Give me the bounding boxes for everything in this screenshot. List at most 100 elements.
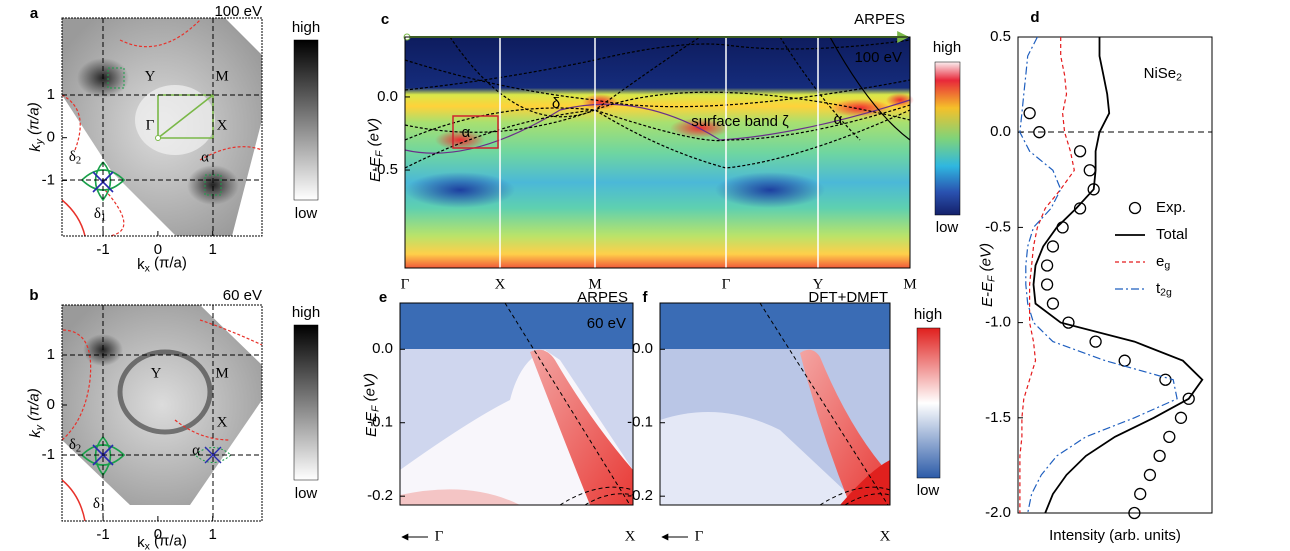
legend-marker xyxy=(1128,201,1142,215)
data-line xyxy=(1032,37,1204,514)
y-axis-label: ky (π/a) xyxy=(25,102,45,151)
data-point xyxy=(1046,240,1060,253)
x-axis-label-part: k xyxy=(137,256,145,273)
x-tick-label: 1 xyxy=(209,526,217,543)
y-axis-label: E-EF (eV) xyxy=(977,243,997,307)
point-label: Y xyxy=(145,68,156,84)
x-category-label: Γ xyxy=(401,276,410,292)
x-category-label: X xyxy=(495,276,506,292)
point-label-part: δ xyxy=(69,437,76,453)
legend-label-part: g xyxy=(1164,259,1170,271)
data-point xyxy=(1174,411,1188,424)
x-category-label: Γ xyxy=(695,528,704,544)
legend-label-part: 2g xyxy=(1160,286,1172,298)
point-label: M xyxy=(215,68,228,84)
y-axis-label-part: F xyxy=(369,405,381,412)
y-tick-label: -0.1 xyxy=(627,414,653,431)
y-axis-label: E-EF (eV) xyxy=(361,373,381,437)
panel-title: DFT+DMFT xyxy=(808,289,888,306)
x-axis-label-part: (π/a) xyxy=(150,532,187,549)
band-label: α xyxy=(834,111,843,128)
y-axis-label-part: F xyxy=(373,150,385,157)
colorbar-c xyxy=(934,61,961,216)
x-axis-label: kx (π/a) xyxy=(137,532,187,551)
annotation: 100 eV xyxy=(214,3,262,20)
colorbar-label: low xyxy=(917,482,940,499)
legend-label: eg xyxy=(1156,253,1170,271)
y-axis-label-part: k xyxy=(27,429,44,438)
point-label: M xyxy=(215,365,228,381)
panel-letter: e xyxy=(379,289,387,306)
point-label-part: δ xyxy=(69,149,76,165)
annotation: 60 eV xyxy=(587,315,626,332)
y-axis-label-part: (eV) xyxy=(977,243,994,276)
colorbar-label: high xyxy=(914,306,942,323)
map-image-b xyxy=(61,304,263,522)
panel-letter: a xyxy=(30,5,39,22)
x-axis-label: kx (π/a) xyxy=(137,254,187,274)
point-label: X xyxy=(217,414,228,430)
band-image-c xyxy=(403,31,914,269)
y-tick-label: 0 xyxy=(47,129,55,146)
legend-label-part: t xyxy=(1156,280,1161,297)
data-point xyxy=(1033,126,1046,139)
y-tick-label: 0 xyxy=(47,396,55,413)
y-axis-label-part: (eV) xyxy=(365,118,382,151)
point-label: α xyxy=(192,442,200,458)
panel-letter: f xyxy=(643,289,649,306)
data-point xyxy=(1073,145,1087,158)
panel-letter: d xyxy=(1030,9,1039,26)
y-tick-label: -0.5 xyxy=(372,161,398,178)
data-point xyxy=(1153,449,1166,463)
y-axis-label: E-EF (eV) xyxy=(365,118,385,182)
x-axis-label-part: (π/a) xyxy=(150,254,187,271)
data-point xyxy=(1134,487,1147,501)
x-tick-label: -1 xyxy=(96,241,109,258)
y-tick-label: -2.0 xyxy=(985,504,1011,521)
y-axis-label-part: y xyxy=(33,424,45,431)
y-axis-label-part: (eV) xyxy=(361,373,378,406)
annotation-part: NiSe xyxy=(1144,65,1177,82)
data-point xyxy=(1040,278,1054,291)
x-category-label: Γ xyxy=(722,276,731,292)
x-tick-label: 0 xyxy=(154,526,162,543)
x-axis-label-part: x xyxy=(145,262,151,274)
y-tick-label: -1 xyxy=(42,171,55,188)
colorbar-label: low xyxy=(295,485,318,502)
colorbar-f xyxy=(916,327,941,479)
x-category-label: Y xyxy=(813,276,824,292)
data-point xyxy=(1040,259,1054,272)
x-category-label: M xyxy=(903,276,916,292)
y-tick-label: 0.0 xyxy=(377,88,398,105)
point-label-part: δ xyxy=(94,206,101,222)
annotation: 100 eV xyxy=(854,49,902,66)
point-label: Γ xyxy=(146,117,155,133)
colorbar-a xyxy=(293,39,319,201)
y-axis-label-part: k xyxy=(27,143,44,152)
y-tick-label: -1 xyxy=(42,446,55,463)
data-point xyxy=(1023,107,1036,120)
x-tick-label: 0 xyxy=(154,241,162,258)
legend-label-part: e xyxy=(1156,253,1164,270)
point-label: X xyxy=(217,117,228,133)
band-image-e xyxy=(399,302,634,506)
data-point xyxy=(1056,221,1069,234)
x-axis-label-part: k xyxy=(137,534,145,551)
x-category-label: M xyxy=(588,276,601,292)
y-tick-label: -1.5 xyxy=(985,409,1011,426)
map-image-a xyxy=(61,17,263,237)
panel-title: ARPES xyxy=(854,11,905,28)
y-tick-label: -0.1 xyxy=(367,414,393,431)
point-label: Y xyxy=(151,365,162,381)
x-axis-label: Intensity (arb. units) xyxy=(1049,527,1181,544)
plot-frame-d xyxy=(1017,36,1213,514)
data-point xyxy=(1182,392,1195,405)
annotation-part: 2 xyxy=(1176,71,1182,83)
data-point xyxy=(1089,335,1102,348)
annotation: 60 eV xyxy=(223,287,262,304)
point-label: δ1 xyxy=(94,206,106,224)
x-tick-label: -1 xyxy=(96,526,109,543)
legend-label: t2g xyxy=(1156,280,1172,298)
panel-letter: b xyxy=(29,287,38,304)
